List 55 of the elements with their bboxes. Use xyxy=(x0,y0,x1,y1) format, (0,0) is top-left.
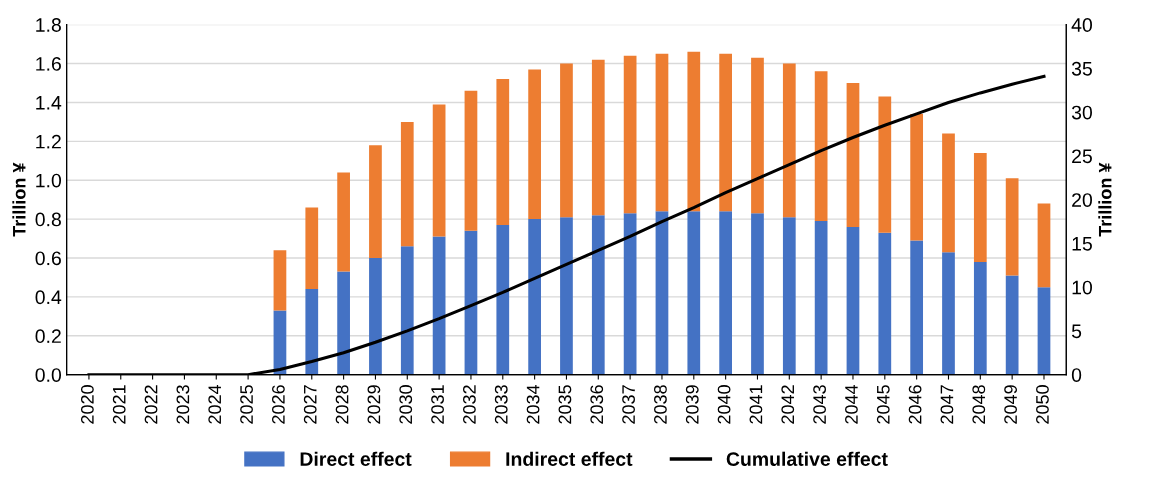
y-tick-label: 0.6 xyxy=(35,251,61,266)
y-tick-label: 0.4 xyxy=(35,290,62,305)
y2-tick-label: 25 xyxy=(1072,149,1092,164)
y-tick-label: 1.0 xyxy=(36,173,62,188)
x-tick-label: 2050 xyxy=(1036,385,1049,424)
x-tick-label: 2033 xyxy=(494,385,508,424)
legend-label: Indirect effect xyxy=(506,451,633,466)
x-tick-label: 2049 xyxy=(1004,385,1017,424)
y2-axis-title: Trillion ¥ xyxy=(1098,162,1112,237)
x-tick-label: 2023 xyxy=(176,385,190,424)
x-tick-label: 2038 xyxy=(654,385,667,424)
y-tick-label: 1.2 xyxy=(36,134,61,149)
x-tick-label: 2030 xyxy=(399,385,413,424)
y-tick-label: 0.0 xyxy=(35,368,62,382)
y-tick-label: 0.8 xyxy=(35,212,61,227)
y2-tick-label: 15 xyxy=(1072,237,1092,251)
y-tick-label: 1.6 xyxy=(36,57,61,71)
x-tick-label: 2035 xyxy=(558,385,572,424)
x-tick-label: 2040 xyxy=(717,385,731,424)
y-axis-title: Trillion ¥ xyxy=(12,162,26,237)
y2-tick-label: 30 xyxy=(1071,105,1092,120)
x-tick-label: 2041 xyxy=(749,385,763,424)
x-tick-label: 2032 xyxy=(463,385,476,424)
x-tick-label: 2045 xyxy=(876,385,890,424)
x-tick-label: 2037 xyxy=(622,385,635,424)
x-tick-label: 2031 xyxy=(431,385,444,424)
y-tick-label: 1.8 xyxy=(36,18,61,32)
x-tick-label: 2039 xyxy=(685,385,699,424)
x-tick-label: 2026 xyxy=(272,385,285,424)
y2-tick-label: 35 xyxy=(1071,61,1092,76)
y2-tick-label: 5 xyxy=(1071,324,1082,339)
x-tick-label: 2042 xyxy=(781,385,795,424)
x-tick-label: 2043 xyxy=(813,385,826,424)
x-tick-label: 2046 xyxy=(908,385,922,424)
x-tick-label: 2047 xyxy=(940,385,954,424)
y2-tick-label: 0 xyxy=(1071,368,1082,382)
x-tick-label: 2027 xyxy=(303,385,317,424)
x-tick-label: 2048 xyxy=(972,385,986,424)
x-tick-label: 2036 xyxy=(590,385,604,424)
legend-label: Cumulative effect xyxy=(726,451,888,466)
x-tick-label: 2044 xyxy=(845,384,858,424)
x-tick-label: 2022 xyxy=(144,385,158,424)
y2-tick-label: 10 xyxy=(1072,280,1092,295)
y2-tick-label: 20 xyxy=(1072,193,1092,207)
x-tick-label: 2034 xyxy=(526,384,540,424)
y-tick-label: 0.2 xyxy=(35,329,61,344)
legend-label: Direct effect xyxy=(300,451,412,466)
x-tick-label: 2024 xyxy=(208,384,222,424)
x-tick-label: 2025 xyxy=(240,385,253,424)
x-tick-label: 2029 xyxy=(367,385,381,424)
x-tick-label: 2020 xyxy=(80,385,94,424)
y2-tick-label: 40 xyxy=(1071,18,1092,32)
y-tick-label: 1.4 xyxy=(36,96,62,110)
x-tick-label: 2028 xyxy=(335,385,349,424)
x-tick-label: 2021 xyxy=(112,385,126,424)
